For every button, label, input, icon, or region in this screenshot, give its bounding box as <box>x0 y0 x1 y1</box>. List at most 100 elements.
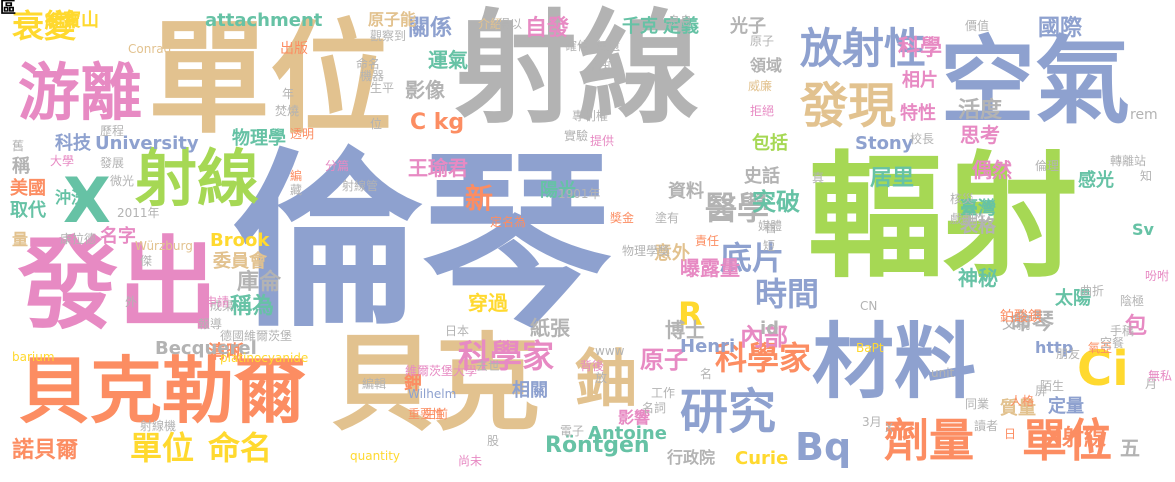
cloud-word: 重要性 <box>408 407 445 421</box>
cloud-word: 時間 <box>755 275 820 313</box>
cloud-word: 思考 <box>960 123 1000 147</box>
cloud-word: Curie <box>735 448 789 469</box>
cloud-word: 命名 <box>208 429 273 467</box>
cloud-word: 貝克勒爾 <box>18 349 307 433</box>
cloud-word: platinocyanide <box>220 351 309 365</box>
cloud-word: 專利權 <box>572 109 609 123</box>
cloud-word: Antoine <box>588 423 667 444</box>
cloud-word: 發現 <box>800 78 897 134</box>
cloud-word: 威廉 <box>748 79 773 93</box>
cloud-word: X射線 <box>1045 426 1106 451</box>
cloud-word: Bq <box>795 425 852 469</box>
cloud-word: 朋友 <box>1056 347 1081 361</box>
cloud-word: 提供 <box>590 134 615 148</box>
cloud-word: rem <box>1130 107 1158 123</box>
cloud-word: 1901年 <box>558 187 601 201</box>
cloud-word: 貝克 <box>330 323 541 445</box>
cloud-word: 穿過 <box>468 291 508 315</box>
cloud-word: 真 <box>812 171 825 185</box>
cloud-word: 單位 <box>148 8 392 150</box>
cloud-word: 定名為 <box>490 215 527 229</box>
cloud-word: 工作 <box>651 386 676 400</box>
cloud-word: Ci <box>1077 341 1129 397</box>
cloud-word: 股 <box>487 434 500 448</box>
cloud-word: 位 <box>370 117 383 131</box>
cloud-word: 美國 <box>10 178 46 199</box>
cloud-word: 射線 <box>455 0 699 140</box>
cloud-word: Würzburg <box>135 239 193 253</box>
cloud-word: 人格 <box>1010 394 1035 408</box>
cloud-word: attachment <box>205 10 323 31</box>
cloud-word: 取代 <box>10 200 46 221</box>
cloud-word: 透明 <box>290 127 315 141</box>
cloud-word: 倫琴 <box>232 132 613 353</box>
cloud-word: X <box>63 164 111 237</box>
cloud-word: 放射性 <box>800 24 927 73</box>
cloud-word: 感光 <box>1078 170 1114 191</box>
cloud-word: id <box>760 318 780 339</box>
cloud-word: Sv <box>1132 220 1154 239</box>
cloud-word: 沖洗 <box>55 188 88 207</box>
cloud-word: 機器 <box>360 69 385 83</box>
cloud-word: 表格 <box>960 216 996 237</box>
cloud-word: 運氣 <box>428 48 468 72</box>
cloud-word: Stony <box>855 133 914 154</box>
cloud-word: 確信 <box>565 39 590 53</box>
cloud-word: 神秘 <box>958 266 998 290</box>
cloud-word: 射線機 <box>140 419 177 433</box>
cloud-word: 單位 <box>1022 414 1113 467</box>
cloud-word: www <box>595 344 625 358</box>
cloud-word: 月 <box>1145 377 1158 391</box>
cloud-word: quantity <box>350 449 401 463</box>
cloud-word: 報導 <box>198 317 223 331</box>
cloud-word: 命琴 <box>1010 310 1055 335</box>
cloud-word: 得以 <box>498 17 523 31</box>
cloud-word: 空氣 <box>940 27 1131 137</box>
cloud-word: 單位 <box>130 429 195 467</box>
cloud-word: 3月 <box>862 415 882 429</box>
cloud-word: 曝露量 <box>680 256 740 280</box>
cloud-word: http <box>1035 338 1074 357</box>
cloud-word: 臺灣 <box>960 198 996 219</box>
cloud-word: 游離 <box>18 56 143 129</box>
cloud-word: 偶然 <box>972 158 1012 182</box>
cloud-word: 紙張 <box>530 316 570 340</box>
cloud-word: barium <box>12 350 55 364</box>
cloud-word: 出版 <box>280 41 308 57</box>
cloud-word: 父親 <box>1002 317 1030 333</box>
cloud-word: 科學家 <box>458 337 555 375</box>
cloud-word: 活度 <box>958 98 1003 123</box>
cloud-word: 知 <box>1140 169 1153 183</box>
cloud-word: 背後 <box>580 359 605 373</box>
cloud-word: 自發 <box>525 16 570 41</box>
cloud-word: Wilhelm <box>408 387 457 401</box>
cloud-word: 居里 <box>870 166 915 191</box>
cloud-word: 氧亞 <box>1088 341 1113 355</box>
cloud-word: 陌生 <box>1040 379 1065 393</box>
cloud-word: 微光 <box>110 174 135 188</box>
cloud-word: 息息 <box>668 14 693 28</box>
cloud-word: 拒絕 <box>750 104 775 118</box>
cloud-word: 空餐 <box>1100 336 1125 350</box>
cloud-word: 科技 <box>55 133 91 154</box>
cloud-word: 定義 <box>663 16 699 37</box>
cloud-word: 觀察到 <box>370 29 407 43</box>
cloud-word: 外 <box>125 295 138 309</box>
cloud-word: 醫學 <box>705 189 770 227</box>
cloud-word: CN <box>860 299 878 313</box>
cloud-word: 鉀 <box>404 373 422 394</box>
cloud-word: 讀者 <box>974 419 999 433</box>
cloud-word: 影響 <box>618 408 651 427</box>
cloud-word: 特性 <box>900 103 936 124</box>
cloud-word: 量 <box>12 230 29 249</box>
cloud-word: 獎金 <box>610 211 635 225</box>
cloud-word: 射線 <box>135 142 260 215</box>
cloud-word: 包 <box>1125 314 1148 339</box>
cloud-word: 生前 <box>424 407 449 421</box>
cloud-word: 國際 <box>1038 16 1083 41</box>
cloud-word: 新 <box>465 182 494 215</box>
cloud-word: 大學 <box>50 154 75 168</box>
cloud-word: 塗有 <box>655 211 680 225</box>
cloud-word: 影像 <box>405 78 445 102</box>
